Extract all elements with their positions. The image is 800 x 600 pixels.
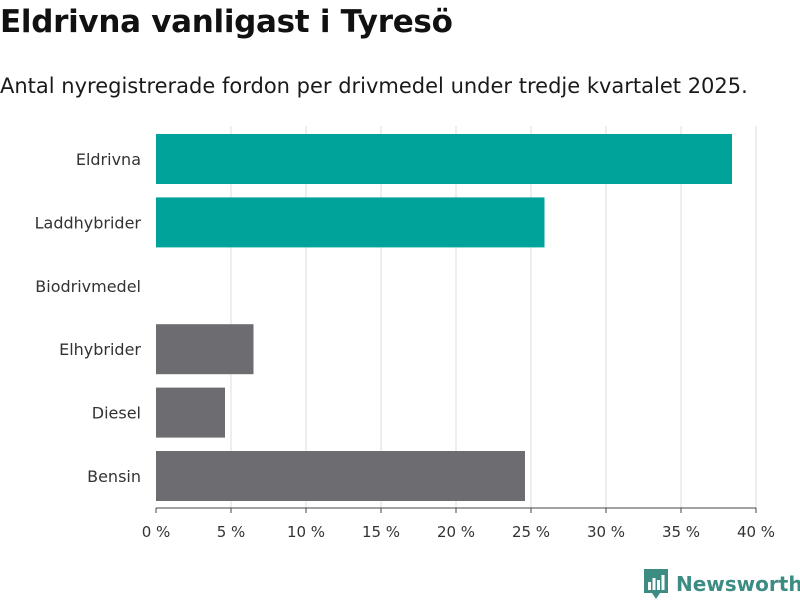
brand: Newsworthy	[644, 568, 800, 600]
x-tick-label: 0 %	[142, 523, 171, 541]
category-labels: Eldrivna Laddhybrider Biodrivmedel Elhybrid…	[35, 150, 142, 486]
bar-bensin	[156, 451, 525, 501]
bar-diesel	[156, 387, 225, 438]
newsworthy-chart-logo-icon	[644, 569, 668, 599]
category-label: Elhybrider	[59, 340, 141, 359]
category-label: Bensin	[87, 467, 141, 486]
brand-name: Newsworthy	[676, 572, 800, 596]
bar-chart: Eldrivna Laddhybrider Biodrivmedel Elhybrid…	[35, 126, 775, 541]
bars	[156, 134, 732, 501]
x-tick-label: 30 %	[587, 523, 625, 541]
x-tick-label: 10 %	[287, 523, 325, 541]
x-tick-label: 40 %	[737, 523, 775, 541]
bar-elhybrider	[156, 324, 254, 375]
bar-laddhybrider	[156, 197, 545, 248]
x-axis	[155, 507, 757, 513]
chart-title: Eldrivna vanligast i Tyresö	[0, 4, 453, 40]
x-tick-label: 35 %	[662, 523, 700, 541]
category-label: Laddhybrider	[35, 213, 142, 232]
gridlines	[230, 126, 757, 508]
chart-subtitle: Antal nyregistrerade fordon per drivmede…	[0, 74, 748, 98]
category-label: Diesel	[92, 404, 141, 423]
category-label: Biodrivmedel	[35, 277, 141, 296]
x-tick-label: 15 %	[362, 523, 400, 541]
category-label: Eldrivna	[76, 150, 141, 169]
bar-eldrivna	[156, 134, 732, 184]
x-tick-label: 20 %	[437, 523, 475, 541]
x-tick-label: 5 %	[217, 523, 246, 541]
x-tick-labels: 0 % 5 % 10 % 15 % 20 % 25 % 30 % 35 % 40 %	[142, 523, 775, 541]
x-tick-label: 25 %	[512, 523, 550, 541]
